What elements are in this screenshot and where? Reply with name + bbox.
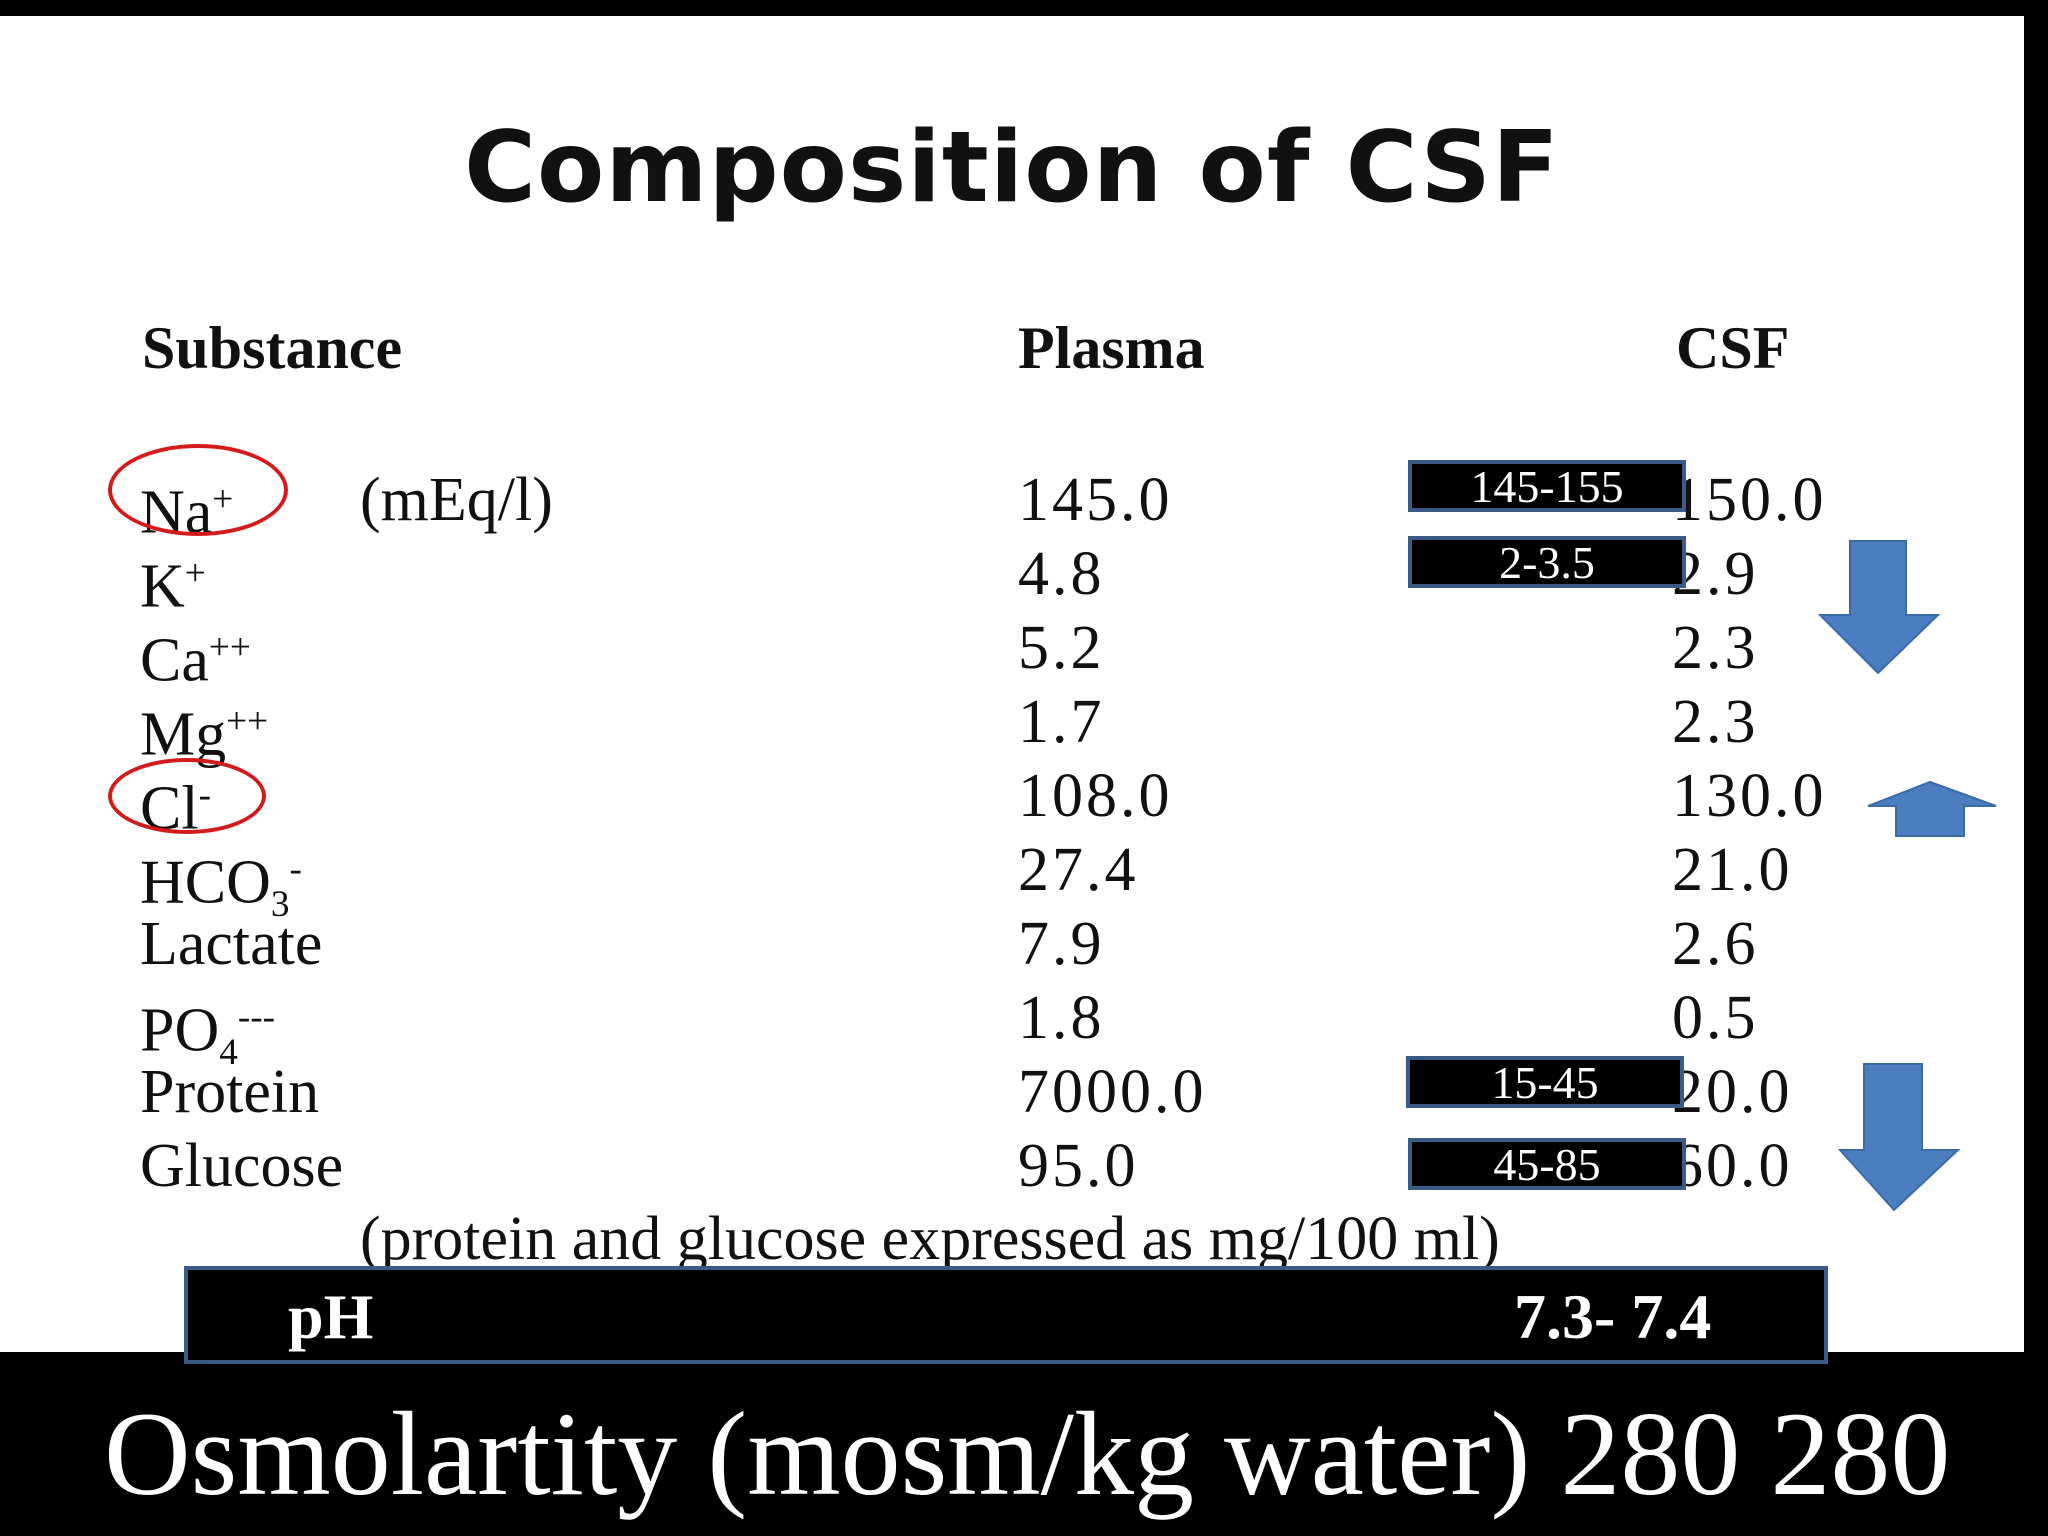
substance-name: K+ xyxy=(140,537,206,624)
table-row: Lactate 7.9 2.6 xyxy=(0,907,2024,981)
ph-label: pH xyxy=(288,1281,374,1352)
substance-charge: - xyxy=(289,849,302,890)
substance-subscript: 3 xyxy=(270,884,290,926)
decrease-arrow-icon xyxy=(1837,1063,1961,1212)
unit-label: (mEq/l) xyxy=(360,466,553,534)
csf-value: 2.6 xyxy=(1672,910,1759,978)
csf-value: 2.3 xyxy=(1672,688,1759,756)
plasma-value: 4.8 xyxy=(1018,540,1105,608)
ph-bar: pH 7.3- 7.4 xyxy=(184,1266,1828,1364)
na-range-box: 145-155 xyxy=(1408,460,1686,512)
glucose-range-box: 45-85 xyxy=(1408,1138,1686,1190)
plasma-value: 95.0 xyxy=(1018,1132,1139,1200)
substance-name: Mg++ xyxy=(140,685,268,772)
substance-symbol: Lactate xyxy=(140,910,323,978)
plasma-value: 7.9 xyxy=(1018,910,1105,978)
csf-value: 2.3 xyxy=(1672,614,1759,682)
substance-symbol: Protein xyxy=(140,1058,320,1126)
table-row: Ca++ 5.2 2.3 xyxy=(0,611,2024,695)
substance-charge: ++ xyxy=(226,701,269,742)
plasma-value: 27.4 xyxy=(1018,836,1139,904)
substance-name: Ca++ xyxy=(140,611,251,698)
substance-charge: --- xyxy=(237,997,276,1038)
substance-symbol: Ca xyxy=(140,626,209,695)
substance-symbol: Glucose xyxy=(140,1132,344,1200)
substance-name: Glucose xyxy=(140,1129,343,1203)
csf-value: 20.0 xyxy=(1672,1058,1793,1126)
substance-name: PO4--- xyxy=(140,981,275,1090)
table-row: Cl- 108.0 130.0 xyxy=(0,759,2024,843)
k-range-box: 2-3.5 xyxy=(1408,536,1686,588)
na-highlight-circle xyxy=(108,444,288,536)
table-row: K+ 4.8 2.9 xyxy=(0,537,2024,621)
plasma-value: 145.0 xyxy=(1018,466,1173,534)
table-row: PO4--- 1.8 0.5 xyxy=(0,981,2024,1073)
plasma-value: 7000.0 xyxy=(1018,1058,1207,1126)
plasma-value: 5.2 xyxy=(1018,614,1105,682)
substance-symbol: HCO xyxy=(140,848,271,917)
substance-name: Protein xyxy=(140,1055,319,1129)
cl-highlight-circle xyxy=(108,758,266,834)
header-plasma: Plasma xyxy=(1018,315,1205,381)
substance-symbol: PO xyxy=(140,996,220,1065)
content-panel: Composition of CSF Substance Plasma CSF … xyxy=(0,16,2024,1352)
substance-symbol: K xyxy=(140,552,185,621)
substance-name: Lactate xyxy=(140,907,322,981)
csf-value: 130.0 xyxy=(1672,762,1827,830)
csf-value: 60.0 xyxy=(1672,1132,1793,1200)
table-row: Glucose 95.0 60.0 xyxy=(0,1129,2024,1203)
header-substance: Substance xyxy=(142,315,403,381)
slide-title: Composition of CSF xyxy=(464,111,1560,225)
table-row: Protein 7000.0 20.0 xyxy=(0,1055,2024,1129)
increase-arrow-icon xyxy=(1867,780,1997,837)
units-note: (protein and glucose expressed as mg/100… xyxy=(360,1205,1500,1273)
plasma-value: 1.8 xyxy=(1018,984,1105,1052)
csf-value: 150.0 xyxy=(1672,466,1827,534)
header-csf: CSF xyxy=(1676,315,1790,381)
decrease-arrow-icon xyxy=(1817,540,1941,675)
protein-range-box: 15-45 xyxy=(1406,1056,1684,1108)
plasma-value: 108.0 xyxy=(1018,762,1173,830)
csf-value: 0.5 xyxy=(1672,984,1759,1052)
csf-value: 21.0 xyxy=(1672,836,1793,904)
substance-charge: + xyxy=(184,553,206,594)
table-row: Mg++ 1.7 2.3 xyxy=(0,685,2024,769)
ph-value: 7.3- 7.4 xyxy=(1514,1281,1712,1352)
table-row: HCO3- 27.4 21.0 xyxy=(0,833,2024,925)
substance-charge: ++ xyxy=(208,627,251,668)
substance-subscript: 4 xyxy=(219,1032,238,1074)
table-row: Na+ (mEq/l) 145.0 150.0 xyxy=(0,463,2024,547)
substance-name: HCO3- xyxy=(140,833,302,942)
osmolarity-line: Osmolartity (mosm/kg water) 280 280 xyxy=(104,1387,1951,1520)
plasma-value: 1.7 xyxy=(1018,688,1105,756)
